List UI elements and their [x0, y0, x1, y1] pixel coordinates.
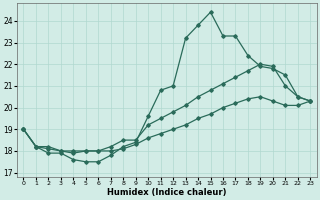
X-axis label: Humidex (Indice chaleur): Humidex (Indice chaleur) — [107, 188, 227, 197]
